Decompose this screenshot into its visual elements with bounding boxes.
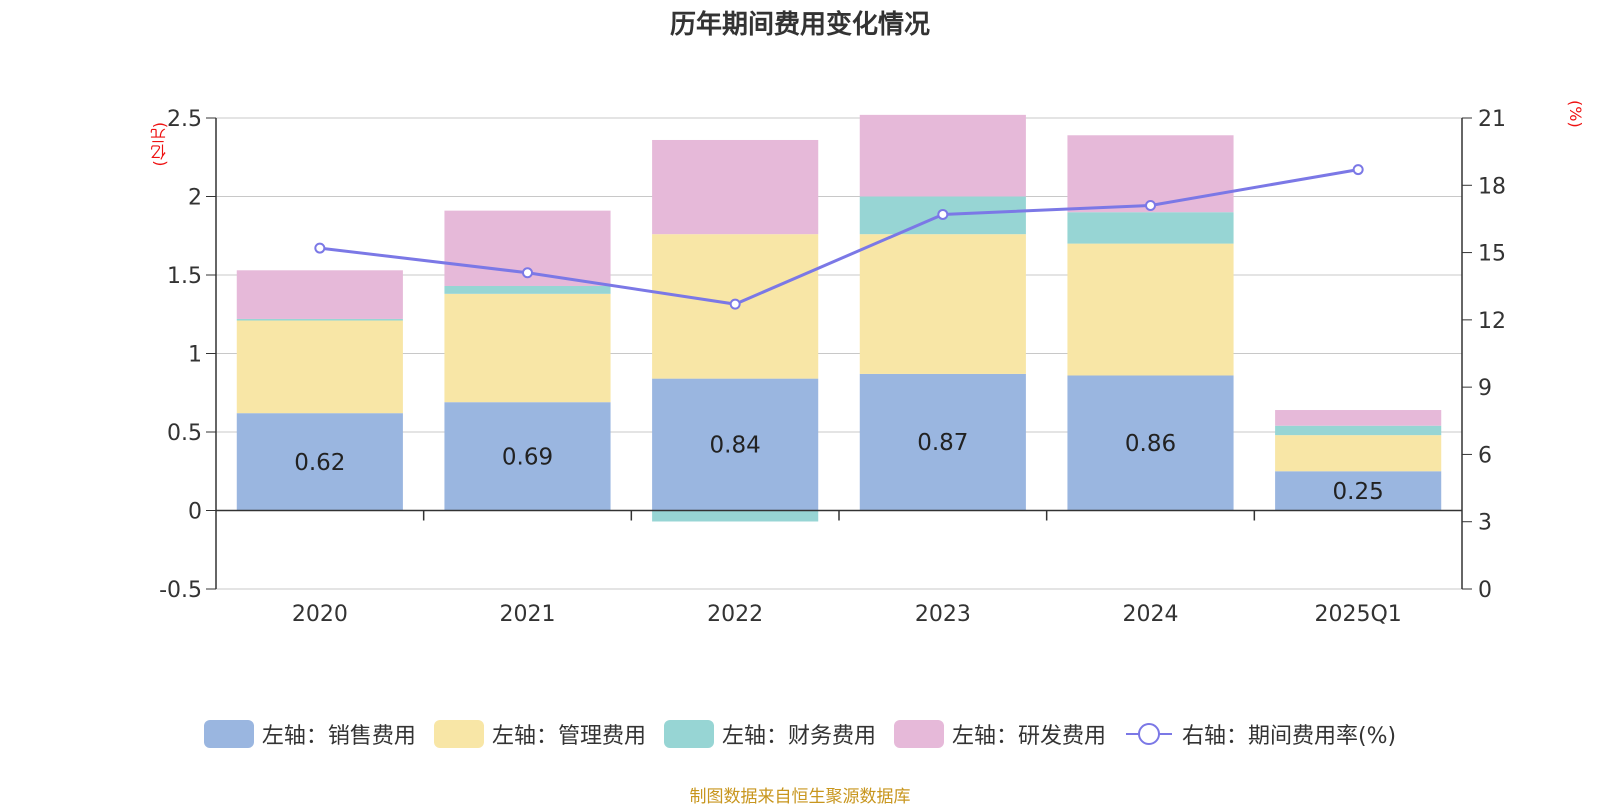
bar-segment — [1275, 435, 1442, 472]
chart-title: 历年期间费用变化情况 — [669, 10, 930, 40]
chart-plot: -0.5 0 0.5 1 1.5 2 2.5 0 3 6 9 12 15 18 21 0.62 2020 0.69… — [159, 107, 1506, 627]
left-axis-tick-label: 1.5 — [167, 264, 202, 289]
legend-item-admin[interactable]: 左轴：管理费用 — [433, 718, 646, 750]
right-axis-tick-label: 3 — [1478, 511, 1492, 536]
bar-segment — [236, 413, 403, 511]
bar-segment — [652, 510, 819, 522]
right-axis-tick-label: 21 — [1478, 107, 1506, 132]
left-axis-tick-label: 0 — [188, 500, 202, 525]
bar-segment — [1275, 471, 1442, 511]
bar-segment — [652, 378, 819, 511]
rate-point — [1352, 164, 1364, 176]
legend-label-rate: 右轴：期间费用率(%) — [1181, 724, 1397, 749]
bar-segment — [1275, 410, 1442, 426]
x-axis-tick-label: 2022 — [707, 602, 763, 627]
bar-segment — [444, 402, 611, 511]
left-axis-tick-label: 2.5 — [167, 107, 202, 132]
bar-data-label: 0.84 — [710, 433, 761, 459]
bar-data-label: 0.25 — [1333, 479, 1384, 505]
bar-segment — [236, 270, 403, 319]
x-axis-tick-label: 2021 — [500, 602, 556, 627]
data-source-note: 制图数据来自恒生聚源数据库 — [689, 787, 911, 807]
bar-data-label: 0.87 — [917, 430, 968, 456]
legend-line-marker-icon — [1125, 723, 1172, 745]
rate-point — [937, 208, 949, 220]
rate-point — [729, 298, 741, 310]
bar-segment — [859, 373, 1026, 511]
rate-line — [319, 168, 1359, 306]
bar-data-label: 0.69 — [502, 444, 553, 470]
bar-segment — [652, 139, 819, 235]
legend-item-rate[interactable]: 右轴：期间费用率(%) — [1124, 718, 1396, 750]
x-axis-tick-label: 2023 — [915, 602, 971, 627]
rate-point — [522, 267, 533, 279]
right-axis-tick-label: 15 — [1478, 242, 1506, 267]
legend-item-rd[interactable]: 左轴：研发费用 — [893, 718, 1106, 750]
right-axis-tick-label: 18 — [1478, 174, 1506, 199]
bar-segment — [236, 320, 403, 414]
left-axis-tick-label: -0.5 — [159, 578, 202, 603]
legend-item-sales[interactable]: 左轴：销售费用 — [203, 718, 416, 750]
bar-segment — [444, 293, 611, 403]
bar-data-label: 0.86 — [1125, 431, 1176, 457]
x-axis-tick-label: 2024 — [1123, 602, 1179, 627]
bar-segment — [444, 285, 611, 294]
bar-segment — [236, 318, 403, 321]
legend-label-sales: 左轴：销售费用 — [261, 724, 416, 749]
right-axis-tick-label: 12 — [1478, 309, 1506, 334]
legend-swatch-finance — [663, 720, 714, 748]
left-axis-tick-label: 0.5 — [167, 421, 202, 446]
left-axis-tick-label: 1 — [188, 343, 202, 368]
legend-label-rd: 左轴：研发费用 — [951, 724, 1106, 749]
x-axis-tick-label: 2025Q1 — [1315, 602, 1402, 627]
bar-segment — [1067, 135, 1234, 213]
rate-point — [1145, 199, 1156, 211]
x-axis-tick-label: 2020 — [292, 602, 348, 627]
bar-segment — [1067, 243, 1234, 376]
bar-segment — [1067, 375, 1234, 511]
right-axis-unit: (%) — [1566, 100, 1585, 128]
legend-swatch-sales — [203, 720, 254, 748]
legend-item-finance[interactable]: 左轴：财务费用 — [663, 718, 876, 750]
right-axis-tick-label: 0 — [1478, 578, 1492, 603]
right-axis-tick-label: 6 — [1478, 443, 1492, 468]
legend-label-admin: 左轴：管理费用 — [491, 724, 646, 749]
bar-segment — [859, 234, 1026, 374]
legend-label-finance: 左轴：财务费用 — [721, 724, 876, 749]
legend-swatch-rd — [893, 720, 944, 748]
rate-point — [314, 242, 326, 254]
bar-segment — [859, 114, 1026, 197]
bar-segment — [1067, 212, 1234, 244]
legend: 左轴：销售费用 左轴：管理费用 左轴：财务费用 左轴：研发费用 右轴：期间费用率… — [0, 718, 1600, 750]
right-axis-tick-label: 9 — [1478, 376, 1492, 401]
left-axis-tick-label: 2 — [188, 186, 202, 211]
bar-data-label: 0.62 — [294, 450, 345, 476]
legend-swatch-admin — [433, 720, 484, 748]
bar-segment — [1275, 425, 1442, 436]
